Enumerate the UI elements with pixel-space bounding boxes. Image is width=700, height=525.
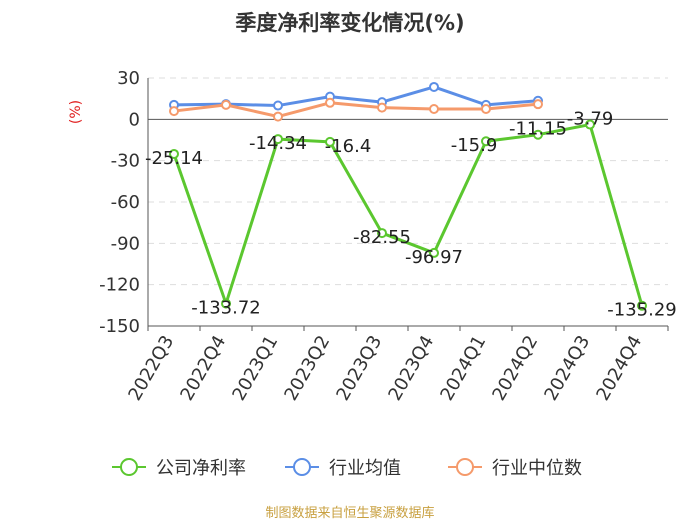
- y-tick-label: -150: [99, 316, 140, 337]
- x-tick-label: 2022Q4: [176, 332, 230, 404]
- y-tick-label: -120: [99, 275, 140, 296]
- x-tick-label: 2023Q1: [228, 332, 282, 404]
- data-point: [169, 148, 179, 159]
- x-tick-label: 2023Q3: [332, 332, 386, 404]
- data-point: [221, 99, 231, 110]
- data-label: -14.34: [249, 133, 307, 154]
- data-point: [637, 300, 647, 311]
- data-point: [429, 81, 439, 92]
- data-label: -15.9: [451, 135, 498, 156]
- x-tick-label: 2023Q2: [280, 332, 334, 404]
- x-tick-label: 2022Q3: [124, 332, 178, 404]
- data-point: [169, 106, 179, 117]
- legend: 公司净利率 行业均值 行业中位数: [112, 458, 582, 479]
- data-point: [325, 97, 335, 108]
- legend-marker: [293, 458, 311, 476]
- legend-label: 行业中位数: [492, 458, 582, 479]
- y-tick-label: -60: [111, 192, 140, 213]
- legend-label: 行业均值: [329, 458, 401, 479]
- y-axis-unit-label: (%): [68, 100, 84, 124]
- series-line-2: [173, 101, 539, 119]
- y-tick-label: -30: [111, 151, 140, 172]
- series-line-0: [172, 123, 644, 307]
- data-point: [273, 134, 283, 145]
- legend-marker: [120, 458, 138, 476]
- data-label: -96.97: [405, 247, 463, 268]
- y-tick-label: 30: [117, 68, 140, 89]
- x-tick-label: 2024Q4: [592, 332, 646, 404]
- data-label: -135.29: [607, 300, 676, 321]
- series-lines: [169, 81, 647, 311]
- data-point: [429, 247, 439, 258]
- data-point: [429, 104, 439, 114]
- data-point: [585, 119, 595, 130]
- x-tick-label: 2024Q3: [540, 332, 594, 404]
- data-label: -133.72: [191, 298, 260, 319]
- source-note: 制图数据来自恒生聚源数据库: [265, 505, 434, 521]
- y-tick-label: 0: [129, 109, 140, 130]
- x-tick-label: 2023Q4: [384, 332, 438, 404]
- data-point: [273, 100, 283, 111]
- legend-marker: [456, 458, 474, 476]
- y-tick-label: -90: [111, 233, 140, 254]
- data-point: [377, 228, 387, 239]
- data-labels: -25.14 -133.72 -14.34 -16.4 -82.55-96.97 -15.…: [145, 109, 677, 321]
- data-point: [221, 298, 231, 309]
- data-point: [325, 136, 335, 147]
- data-point: [533, 129, 543, 140]
- data-label: -11.15: [509, 119, 567, 140]
- data-point: [481, 104, 491, 114]
- data-label: -82.55: [353, 227, 411, 248]
- series-line-1: [173, 85, 539, 108]
- x-tick-label: 2024Q1: [436, 332, 490, 404]
- x-tick-label: 2024Q2: [488, 332, 542, 404]
- chart-title: 季度净利率变化情况(%): [235, 11, 464, 35]
- data-label: -16.4: [325, 136, 372, 157]
- data-label: -25.14: [145, 148, 203, 169]
- data-label: -3.79: [567, 109, 614, 130]
- data-point: [273, 111, 283, 122]
- data-point: [377, 102, 387, 113]
- data-point: [533, 99, 543, 110]
- data-point: [481, 136, 491, 147]
- legend-label: 公司净利率: [156, 458, 246, 479]
